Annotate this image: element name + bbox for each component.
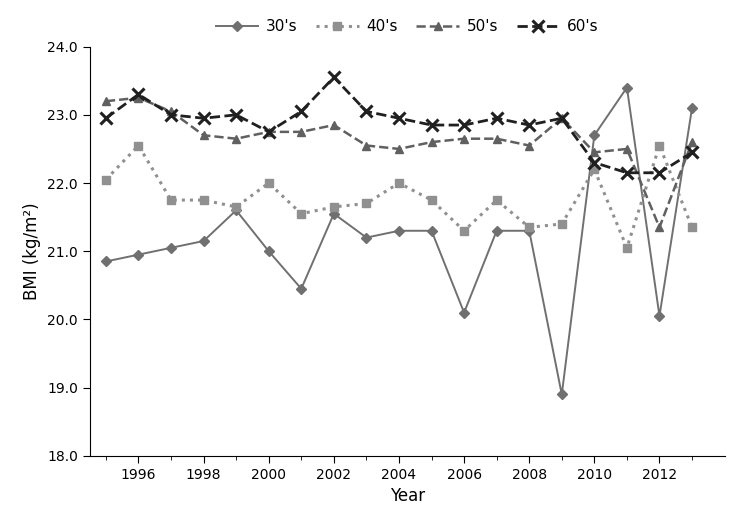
Line: 30's: 30's: [102, 84, 695, 398]
Line: 40's: 40's: [102, 141, 696, 252]
50's: [492, 136, 501, 142]
40's: [329, 204, 338, 210]
50's: [687, 139, 696, 145]
Y-axis label: BMI (kg/m²): BMI (kg/m²): [23, 203, 41, 300]
50's: [134, 95, 143, 101]
Line: 60's: 60's: [100, 72, 698, 178]
30's: [427, 228, 436, 234]
30's: [362, 235, 371, 241]
30's: [590, 132, 599, 138]
X-axis label: Year: Year: [389, 487, 425, 505]
50's: [264, 129, 273, 135]
50's: [524, 142, 533, 149]
40's: [167, 197, 176, 203]
40's: [362, 200, 371, 207]
40's: [622, 244, 631, 251]
50's: [362, 142, 371, 149]
30's: [687, 105, 696, 111]
50's: [232, 136, 241, 142]
60's: [329, 74, 338, 80]
30's: [655, 313, 664, 319]
60's: [622, 170, 631, 176]
50's: [102, 98, 111, 104]
30's: [199, 238, 208, 244]
40's: [427, 197, 436, 203]
50's: [329, 122, 338, 128]
60's: [687, 149, 696, 155]
30's: [329, 211, 338, 217]
60's: [362, 108, 371, 114]
40's: [655, 142, 664, 149]
30's: [524, 228, 533, 234]
30's: [264, 248, 273, 254]
Legend: 30's, 40's, 50's, 60's: 30's, 40's, 50's, 60's: [210, 13, 604, 40]
60's: [590, 160, 599, 166]
60's: [557, 115, 566, 121]
50's: [655, 224, 664, 231]
60's: [297, 108, 306, 114]
30's: [232, 207, 241, 213]
60's: [459, 122, 468, 128]
60's: [427, 122, 436, 128]
60's: [232, 112, 241, 118]
60's: [394, 115, 403, 121]
40's: [199, 197, 208, 203]
30's: [134, 252, 143, 258]
50's: [459, 136, 468, 142]
40's: [687, 224, 696, 231]
40's: [590, 166, 599, 172]
50's: [394, 146, 403, 152]
40's: [134, 142, 143, 149]
60's: [199, 115, 208, 121]
50's: [167, 108, 176, 114]
50's: [557, 115, 566, 121]
30's: [459, 309, 468, 315]
40's: [264, 180, 273, 186]
60's: [134, 91, 143, 97]
60's: [167, 112, 176, 118]
40's: [394, 180, 403, 186]
30's: [622, 84, 631, 91]
60's: [492, 115, 501, 121]
30's: [492, 228, 501, 234]
30's: [557, 392, 566, 398]
40's: [557, 221, 566, 227]
60's: [524, 122, 533, 128]
40's: [297, 211, 306, 217]
50's: [622, 146, 631, 152]
60's: [264, 129, 273, 135]
60's: [102, 115, 111, 121]
40's: [232, 204, 241, 210]
40's: [524, 224, 533, 231]
40's: [102, 177, 111, 183]
50's: [199, 132, 208, 138]
30's: [167, 244, 176, 251]
50's: [297, 129, 306, 135]
50's: [590, 149, 599, 155]
60's: [655, 170, 664, 176]
40's: [459, 228, 468, 234]
30's: [297, 285, 306, 292]
Line: 50's: 50's: [102, 94, 696, 232]
50's: [427, 139, 436, 145]
30's: [102, 258, 111, 265]
30's: [394, 228, 403, 234]
40's: [492, 197, 501, 203]
